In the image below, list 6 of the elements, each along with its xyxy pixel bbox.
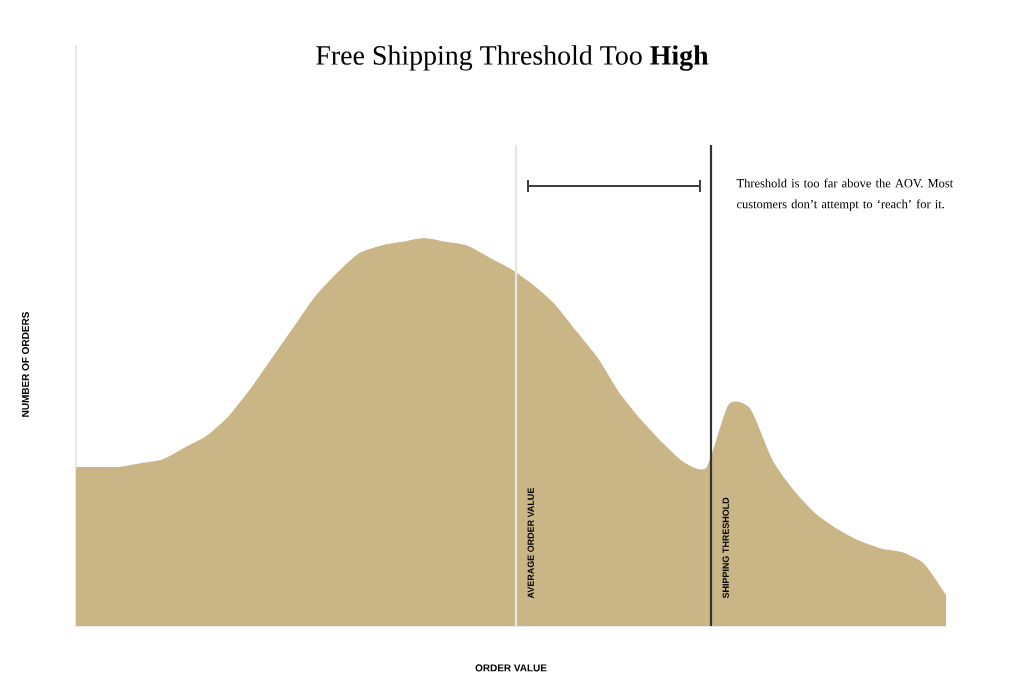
x-axis-title: ORDER VALUE xyxy=(475,664,547,672)
chart-title: Free Shipping Threshold Too High xyxy=(316,45,709,71)
annotation: AVERAGE ORDER VALUE xyxy=(527,488,534,599)
y-axis-title: NUMBER OF ORDERS xyxy=(21,312,29,417)
annotation: SHIPPING THRESHOLD xyxy=(722,497,729,599)
text: Threshold is too far above the AOV. Most customers don’t attempt to ‘reach’ for it. xyxy=(736,178,954,211)
